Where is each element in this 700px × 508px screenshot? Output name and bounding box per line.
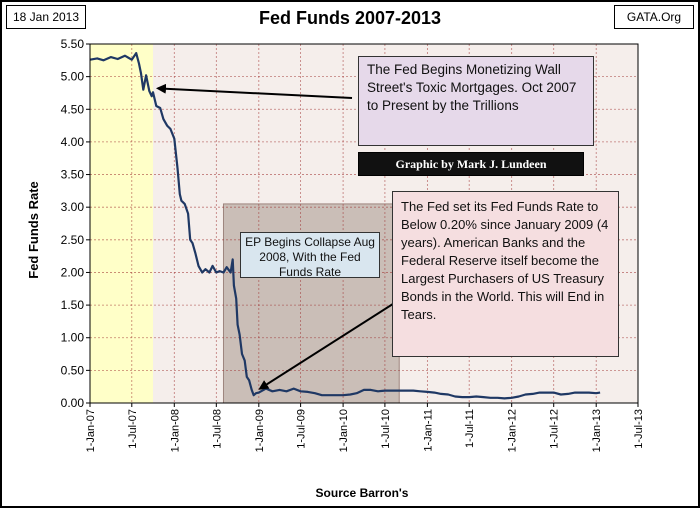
arrow-monetizing [155,83,353,99]
y-tick-label: 2.00 [61,265,85,279]
axes [89,43,639,404]
callout-end-in-tears: The Fed set its Fed Funds Rate to Below … [392,191,619,357]
y-tick-label: 5.50 [61,37,85,51]
annotation-arrows [155,83,397,390]
fed-funds-line [89,52,601,400]
y-axis-label: Fed Funds Rate [26,181,41,279]
graphic-credit: Graphic by Mark J. Lundeen [358,152,584,176]
x-tick-label: 1-Jul-11 [464,409,476,448]
y-tick-label: 3.50 [61,168,85,182]
callout-monetizing: The Fed Begins Monetizing Wall Street's … [358,56,594,146]
y-tick-label: 4.50 [61,102,85,116]
x-tick-label: 1-Jan-08 [169,409,181,452]
x-tick-label: 1-Jul-07 [127,409,139,449]
x-tick-label: 1-Jan-13 [591,409,603,452]
y-tick-label: 2.50 [61,233,85,247]
date-label: 18 Jan 2013 [6,5,86,29]
y-tick-label: 1.50 [61,298,85,312]
x-tick-label: 1-Jul-12 [549,409,561,449]
x-tick-labels: 1-Jan-07 1-Jul-07 1-Jan-08 1-Jul-08 1-Jan-09… [85,403,645,452]
y-tick-label: 4.00 [61,135,85,149]
y-tick-label: 0.00 [61,396,85,410]
x-tick-label: 1-Jan-10 [338,409,350,452]
x-tick-label: 1-Jan-12 [507,409,519,452]
x-tick-label: 1-Jul-10 [380,409,392,449]
x-tick-label: 1-Jul-13 [633,409,645,449]
x-axis-label: Source Barron's [316,486,409,500]
x-tick-label: 1-Jul-08 [211,409,223,449]
x-tick-label: 1-Jan-07 [85,409,97,452]
chart-title: Fed Funds 2007-2013 [258,8,442,28]
y-tick-label: 0.50 [61,363,85,377]
y-tick-labels: 0.00 0.50 1.00 1.50 2.00 2.50 3.00 3.50 4.00 4.50… [61,37,90,410]
x-tick-label: 1-Jan-11 [422,409,434,452]
plot-border [89,43,639,404]
arrow-end-in-tears [258,301,397,390]
y-tick-label: 5.00 [61,70,85,84]
x-tick-label: 1-Jul-09 [296,409,308,449]
series-layer [89,52,601,400]
x-tick-label: 1-Jan-09 [254,409,266,452]
highlight-pre-monetizing [90,44,154,403]
y-tick-label: 1.00 [61,331,85,345]
source-label: GATA.Org [614,5,694,29]
y-tick-label: 3.00 [61,200,85,214]
callout-ep-collapse: EP Begins Collapse Aug 2008, With the Fe… [240,232,380,279]
